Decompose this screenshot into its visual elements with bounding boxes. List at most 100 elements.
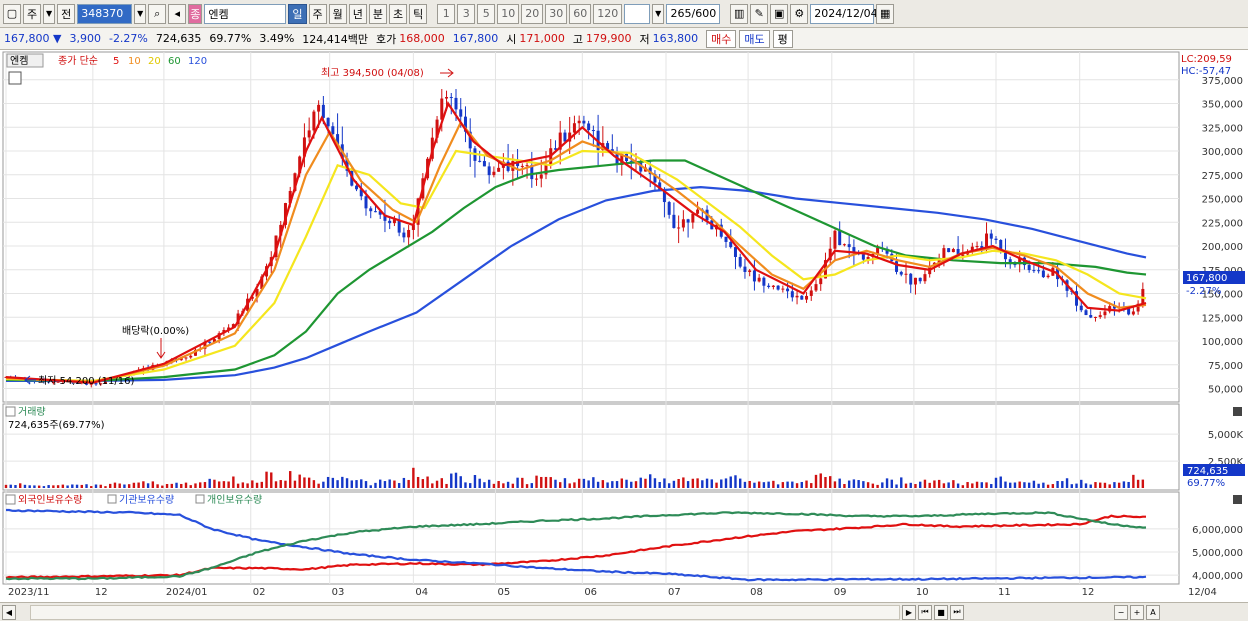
chart-scrollbar[interactable]: ◀ ▶ ⏮ ■ ⏭ − + A: [0, 602, 1248, 621]
scroll-right-icon[interactable]: ▶: [902, 604, 916, 620]
zoom-in-icon[interactable]: +: [1130, 604, 1144, 620]
volume-bar: [1061, 481, 1064, 488]
period-year-button[interactable]: 년: [348, 3, 367, 24]
interval-30-button[interactable]: 30: [545, 3, 568, 24]
volume-bar: [180, 483, 183, 488]
candle-body: [814, 284, 818, 291]
time-axis-tick: 09: [834, 587, 847, 598]
volume-pct-tag: 69.77%: [1187, 478, 1225, 489]
font-size-icon[interactable]: A: [1146, 604, 1160, 620]
volume-bar: [506, 481, 510, 488]
volume-pane-close-icon[interactable]: [1233, 407, 1242, 416]
candle-body: [961, 254, 965, 257]
candle-body: [681, 219, 685, 228]
volume-bar: [473, 475, 477, 488]
sell-button[interactable]: 매도: [739, 29, 770, 48]
prev-button[interactable]: 전: [57, 3, 76, 24]
stop-icon[interactable]: ■: [934, 604, 948, 620]
scroll-left-icon[interactable]: ◀: [2, 604, 16, 620]
ma20-label: 20: [148, 56, 161, 67]
bar-count-input[interactable]: 265/600: [666, 3, 721, 24]
candle-body: [776, 285, 780, 290]
volume-bar: [1018, 481, 1021, 488]
volume-bar: [445, 483, 448, 488]
interval-custom-input[interactable]: [624, 3, 651, 24]
candle-body: [530, 165, 534, 180]
volume-bar: [511, 483, 515, 488]
holder-pane-icon[interactable]: [5, 494, 16, 505]
zoom-out-icon[interactable]: −: [1114, 604, 1128, 620]
speaker-icon[interactable]: ◂: [168, 3, 187, 24]
candle-body: [956, 249, 960, 257]
period-tick-button[interactable]: 틱: [409, 3, 428, 24]
volume-bar: [374, 482, 377, 488]
avg-button[interactable]: 평: [772, 29, 793, 48]
volume-pane-icon[interactable]: [5, 406, 16, 417]
candle-body: [895, 261, 899, 272]
interval-20-button[interactable]: 20: [521, 3, 544, 24]
interval-10-button[interactable]: 10: [497, 3, 520, 24]
volume-bar: [734, 475, 737, 488]
interval-3-button[interactable]: 3: [457, 3, 476, 24]
interval-dropdown-icon[interactable]: ▼: [652, 3, 665, 24]
buy-button[interactable]: 매수: [706, 29, 737, 48]
candle-body: [212, 339, 216, 343]
volume-bar: [814, 474, 818, 488]
volume-bar: [890, 479, 893, 488]
volume-bar: [805, 480, 808, 488]
gear-icon[interactable]: ⚙: [790, 3, 809, 24]
code-dropdown-icon[interactable]: ▼: [134, 3, 147, 24]
interval-120-button[interactable]: 120: [593, 3, 623, 24]
candle-body: [411, 224, 415, 230]
period-day-button[interactable]: 일: [288, 3, 307, 24]
period-second-button[interactable]: 초: [389, 3, 408, 24]
calendar-icon[interactable]: ▦: [876, 3, 895, 24]
period-minute-button[interactable]: 분: [368, 3, 387, 24]
period-month-button[interactable]: 월: [328, 3, 347, 24]
date-input[interactable]: 2024/12/04: [810, 3, 878, 24]
candle-body: [317, 104, 321, 112]
first-page-icon[interactable]: ⏮: [918, 604, 932, 620]
stock-name-field[interactable]: 엔켐: [204, 3, 287, 24]
candle-body: [970, 246, 974, 252]
candle-body: [904, 273, 908, 275]
candle-body: [795, 295, 799, 298]
draw-tool-icon[interactable]: ✎: [750, 3, 769, 24]
candle-body: [752, 270, 756, 282]
volume-bar: [1042, 482, 1045, 488]
volume-bar: [701, 480, 704, 488]
volume-bar: [118, 483, 121, 488]
volume-bar: [956, 483, 960, 488]
volume-bar: [757, 481, 761, 488]
scroll-track[interactable]: [30, 604, 900, 620]
market-select[interactable]: 주: [23, 3, 42, 24]
candle-body: [99, 383, 103, 385]
price-axis-tick: 50,000: [1208, 385, 1243, 396]
stock-chart[interactable]: 375,000 350,000 325,000 300,000 275,000 250,0…: [0, 50, 1248, 602]
interval-1-button[interactable]: 1: [437, 3, 456, 24]
chevron-down-icon[interactable]: ▼: [43, 3, 56, 24]
time-axis-tick: 03: [332, 587, 345, 598]
candle-body: [1093, 316, 1097, 318]
volume-bar: [317, 483, 320, 488]
volume-bar: [587, 480, 590, 488]
window-icon[interactable]: ▢: [3, 3, 21, 24]
interval-60-button[interactable]: 60: [569, 3, 592, 24]
volume-bar: [454, 472, 458, 488]
search-icon[interactable]: ⌕: [148, 3, 167, 24]
volume-value: 724,635: [155, 32, 202, 45]
last-page-icon[interactable]: ⏭: [950, 604, 964, 620]
quote-bar: 167,800 ▼ 3,900 -2.27% 724,635 69.77% 3.…: [0, 28, 1248, 50]
volume-bar: [885, 478, 889, 488]
candle-settings-icon[interactable]: ▥: [730, 3, 749, 24]
candle-body: [1089, 315, 1093, 318]
save-icon[interactable]: ▣: [770, 3, 789, 24]
volume-bar: [696, 478, 699, 488]
period-week-button[interactable]: 주: [308, 3, 327, 24]
stock-code-input[interactable]: 348370: [77, 3, 133, 24]
grid-toggle-icon[interactable]: [8, 71, 22, 85]
interval-5-button[interactable]: 5: [477, 3, 496, 24]
holder-pane-close-icon[interactable]: [1233, 495, 1242, 504]
volume-bar: [189, 485, 192, 488]
volume-bar: [824, 477, 827, 488]
